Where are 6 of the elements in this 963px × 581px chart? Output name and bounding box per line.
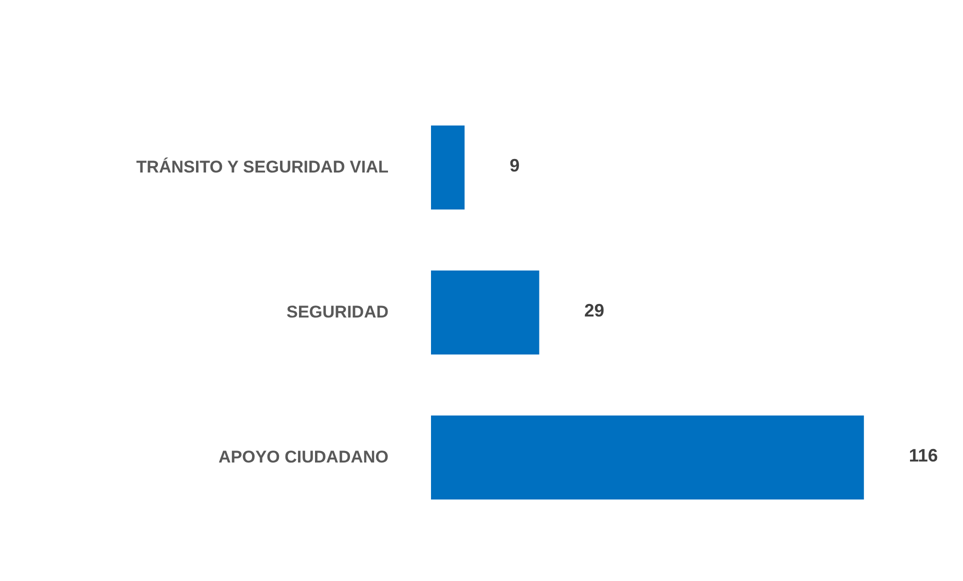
data-label: 116 bbox=[908, 446, 938, 466]
data-label: 9 bbox=[510, 156, 520, 176]
y-tick-label: APOYO CIUDADANO bbox=[218, 448, 388, 466]
y-tick-label: TRÁNSITO Y SEGURIDAD VIAL bbox=[136, 156, 388, 176]
y-tick-label: SEGURIDAD bbox=[286, 302, 388, 322]
data-label: 29 bbox=[584, 300, 604, 320]
